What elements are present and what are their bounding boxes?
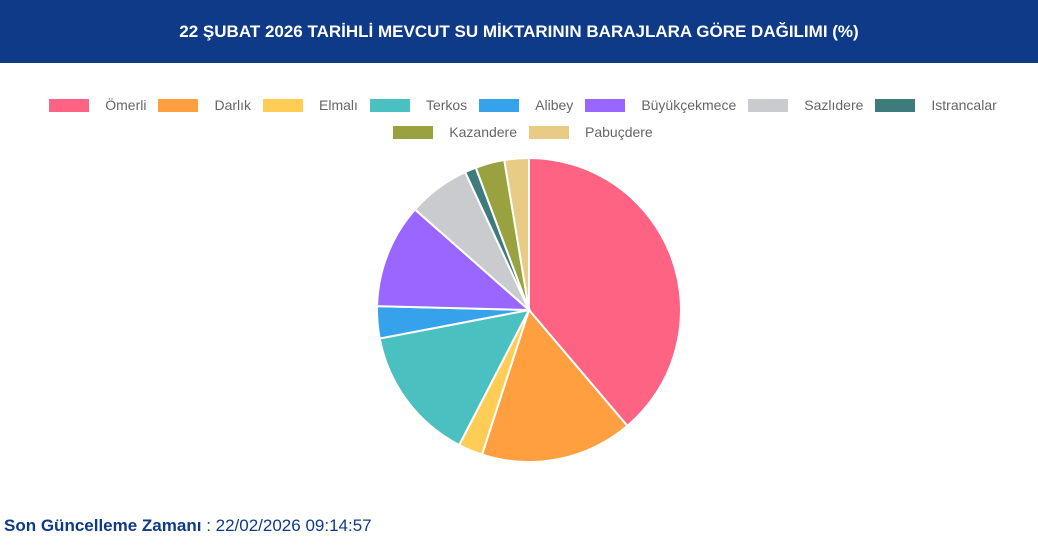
legend-item[interactable]: Büyükçekmece <box>585 96 736 114</box>
legend-label: Terkos <box>425 97 468 113</box>
legend-swatch <box>158 98 199 112</box>
pie-slice[interactable] <box>503 156 530 311</box>
legend-item[interactable]: Elmalı <box>263 96 358 114</box>
chart <box>376 156 682 463</box>
legend-item[interactable]: Kazandere <box>393 123 517 141</box>
footer: Son Güncelleme Zamanı : 22/02/2026 09:14… <box>4 516 372 536</box>
legend-label: Sazlıdere <box>804 97 864 113</box>
legend-swatch <box>263 98 304 112</box>
legend-swatch <box>585 98 626 112</box>
legend-label: Istrancalar <box>931 97 997 113</box>
legend-item[interactable]: Darlık <box>158 96 251 114</box>
footer-label: Son Güncelleme Zamanı <box>4 516 202 535</box>
legend-label: Ömerli <box>105 97 147 113</box>
legend-item[interactable]: Sazlıdere <box>748 96 863 114</box>
legend-item[interactable]: Terkos <box>369 96 468 114</box>
chart-title: 22 ŞUBAT 2026 TARİHLİ MEVCUT SU MİKTARIN… <box>0 0 1038 63</box>
legend-swatch <box>479 98 520 112</box>
pie-slice[interactable] <box>378 308 531 447</box>
legend-swatch <box>748 98 789 112</box>
pie-slice[interactable] <box>376 208 532 312</box>
legend-item[interactable]: Pabuçdere <box>529 123 653 141</box>
legend-label: Elmalı <box>319 97 358 113</box>
legend-label: Darlık <box>214 97 252 113</box>
pie-slice[interactable] <box>528 156 682 428</box>
legend-item[interactable]: Ömerli <box>49 96 146 114</box>
legend-swatch <box>393 125 434 139</box>
legend-swatch <box>369 98 410 112</box>
legend-swatch <box>529 125 569 139</box>
legend-swatch <box>875 98 916 112</box>
legend-item[interactable]: Istrancalar <box>875 96 997 114</box>
legend-label: Pabuçdere <box>585 124 653 140</box>
pie-slice[interactable] <box>480 307 629 463</box>
legend-item[interactable]: Alibey <box>479 96 573 114</box>
legend-label: Büyükçekmece <box>641 97 737 113</box>
legend-label: Kazandere <box>449 124 517 140</box>
footer-value: : 22/02/2026 09:14:57 <box>206 516 372 535</box>
legend-swatch <box>49 98 90 112</box>
legend-label: Alibey <box>535 97 574 113</box>
legend: Ömerli Darlık Elmalı Terkos Alibey Büyükçekme… <box>14 96 1032 141</box>
